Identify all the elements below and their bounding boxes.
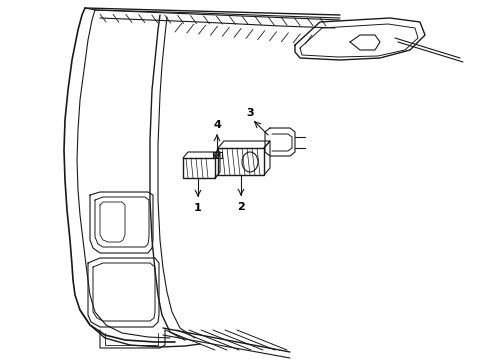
Text: 3: 3 [246,108,254,118]
Text: 4: 4 [213,120,221,130]
Text: 2: 2 [237,202,245,212]
Text: 1: 1 [194,203,202,213]
